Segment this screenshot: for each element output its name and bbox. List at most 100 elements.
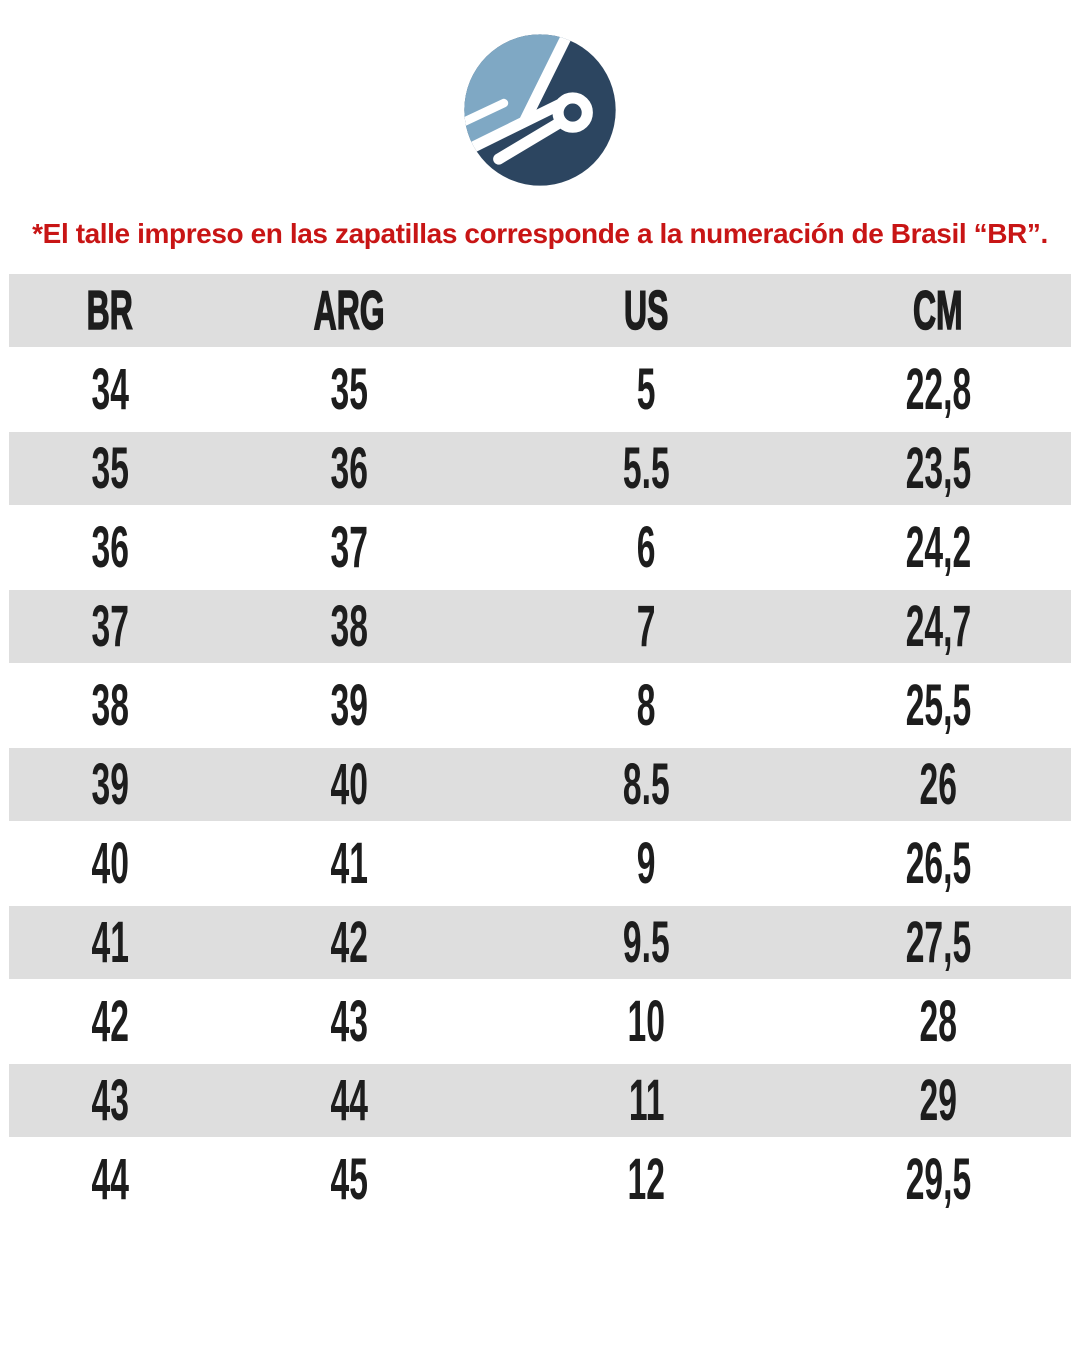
size-value: 38 [330, 593, 368, 659]
size-value: 24,2 [905, 514, 971, 580]
size-value: 36 [330, 435, 368, 501]
size-cell: 6 [486, 508, 806, 590]
size-value: 37 [330, 514, 368, 580]
header-cell-arg: ARG [210, 274, 487, 353]
size-cell: 28 [805, 982, 1071, 1064]
size-cell: 24,2 [805, 508, 1071, 590]
size-value: 6 [636, 514, 656, 580]
size-value: 12 [627, 1146, 665, 1212]
table-row: 38 39 8 25,5 [9, 666, 1071, 748]
size-cell: 41 [210, 824, 487, 906]
size-value: 41 [330, 830, 368, 896]
size-value: 36 [91, 514, 129, 580]
size-chart-page: *El talle impreso en las zapatillas corr… [0, 24, 1080, 1350]
table-row: 35 36 5.5 23,5 [9, 429, 1071, 511]
size-value: 25,5 [905, 672, 971, 738]
size-value: 45 [330, 1146, 368, 1212]
size-cell: 43 [9, 1061, 211, 1143]
size-cell: 44 [9, 1140, 211, 1222]
size-value: 22,8 [905, 356, 971, 422]
size-value: 43 [330, 988, 368, 1054]
size-value: 26 [919, 751, 957, 817]
table-row: 37 38 7 24,7 [9, 587, 1071, 669]
size-value: 34 [91, 356, 129, 422]
header-label-cm: CM [913, 279, 964, 341]
size-value: 29,5 [905, 1146, 971, 1212]
header-cell-br: BR [9, 274, 211, 353]
table-row: 39 40 8.5 26 [9, 745, 1071, 827]
size-value: 43 [91, 1067, 129, 1133]
size-cell: 36 [210, 429, 487, 511]
size-value: 38 [91, 672, 129, 738]
table-row: 44 45 12 29,5 [9, 1140, 1071, 1222]
size-value: 29 [919, 1067, 957, 1133]
size-cell: 22,8 [805, 350, 1071, 432]
size-value: 40 [91, 830, 129, 896]
size-cell: 26,5 [805, 824, 1071, 906]
size-cell: 9.5 [486, 903, 806, 985]
size-value: 23,5 [905, 435, 971, 501]
size-cell: 12 [486, 1140, 806, 1222]
size-cell: 36 [9, 508, 211, 590]
size-cell: 5 [486, 350, 806, 432]
size-value: 10 [627, 988, 665, 1054]
header-label-us: US [624, 279, 669, 341]
table-row: 41 42 9.5 27,5 [9, 903, 1071, 985]
size-cell: 11 [486, 1061, 806, 1143]
size-cell: 34 [9, 350, 211, 432]
size-value: 24,7 [905, 593, 971, 659]
size-cell: 8.5 [486, 745, 806, 827]
size-value: 28 [919, 988, 957, 1054]
size-cell: 42 [9, 982, 211, 1064]
size-cell: 40 [9, 824, 211, 906]
size-cell: 10 [486, 982, 806, 1064]
table-row: 36 37 6 24,2 [9, 508, 1071, 590]
size-value: 9.5 [622, 909, 670, 975]
size-value: 39 [91, 751, 129, 817]
size-value: 42 [330, 909, 368, 975]
size-cell: 42 [210, 903, 487, 985]
size-value: 27,5 [905, 909, 971, 975]
table-row: 34 35 5 22,8 [9, 350, 1071, 432]
size-value: 11 [628, 1067, 664, 1133]
size-cell: 39 [9, 745, 211, 827]
size-cell: 5.5 [486, 429, 806, 511]
size-cell: 26 [805, 745, 1071, 827]
size-cell: 27,5 [805, 903, 1071, 985]
size-value: 41 [91, 909, 129, 975]
size-cell: 43 [210, 982, 487, 1064]
table-row: 40 41 9 26,5 [9, 824, 1071, 906]
header-label-br: BR [86, 279, 133, 341]
size-cell: 8 [486, 666, 806, 748]
size-cell: 45 [210, 1140, 487, 1222]
size-value: 39 [330, 672, 368, 738]
size-cell: 41 [9, 903, 211, 985]
size-cell: 9 [486, 824, 806, 906]
size-value: 35 [330, 356, 368, 422]
size-cell: 37 [9, 587, 211, 669]
table-row: 43 44 11 29 [9, 1061, 1071, 1143]
size-value: 5 [636, 356, 656, 422]
size-cell: 24,7 [805, 587, 1071, 669]
size-value: 8.5 [622, 751, 670, 817]
size-cell: 39 [210, 666, 487, 748]
size-cell: 40 [210, 745, 487, 827]
size-value: 42 [91, 988, 129, 1054]
size-value: 5.5 [622, 435, 670, 501]
header-cell-cm: CM [805, 274, 1071, 353]
size-cell: 37 [210, 508, 487, 590]
size-value: 7 [636, 593, 656, 659]
size-cell: 23,5 [805, 429, 1071, 511]
size-value: 40 [330, 751, 368, 817]
size-cell: 38 [210, 587, 487, 669]
header-cell-us: US [486, 274, 806, 353]
size-table: BR ARG US CM 34 35 5 22,8 35 36 5.5 23,5 36 37 6 24… [9, 274, 1071, 1222]
size-cell: 38 [9, 666, 211, 748]
size-value: 44 [330, 1067, 368, 1133]
brand-logo [454, 24, 626, 196]
size-value: 44 [91, 1146, 129, 1212]
size-cell: 44 [210, 1061, 487, 1143]
size-value: 8 [636, 672, 656, 738]
size-cell: 29,5 [805, 1140, 1071, 1222]
size-cell: 29 [805, 1061, 1071, 1143]
